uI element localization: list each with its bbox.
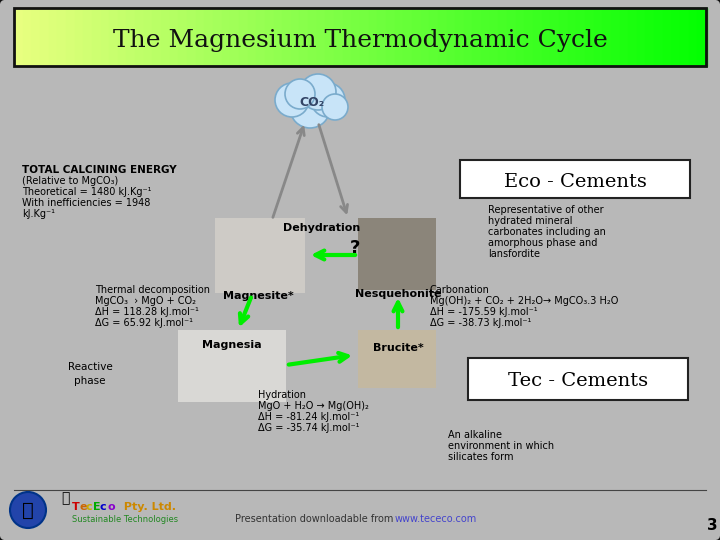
Text: c: c bbox=[100, 502, 107, 512]
Text: Nesquehonite: Nesquehonite bbox=[355, 289, 441, 299]
Bar bbox=[636, 8, 647, 66]
Bar bbox=[645, 8, 655, 66]
Bar bbox=[49, 8, 58, 66]
Text: Pty. Ltd.: Pty. Ltd. bbox=[120, 502, 176, 512]
Bar bbox=[300, 8, 309, 66]
Text: (Relative to MgCO₃): (Relative to MgCO₃) bbox=[22, 176, 118, 186]
Bar bbox=[213, 8, 222, 66]
Circle shape bbox=[285, 79, 315, 109]
Text: Brucite*: Brucite* bbox=[373, 343, 423, 353]
FancyBboxPatch shape bbox=[468, 358, 688, 400]
Text: Tec - Cements: Tec - Cements bbox=[508, 372, 648, 390]
Bar bbox=[31, 8, 41, 66]
Bar bbox=[689, 8, 698, 66]
Bar bbox=[343, 8, 352, 66]
Text: The Magnesium Thermodynamic Cycle: The Magnesium Thermodynamic Cycle bbox=[112, 29, 608, 51]
Bar bbox=[498, 8, 508, 66]
Bar bbox=[395, 8, 404, 66]
Bar bbox=[222, 8, 231, 66]
Text: 3: 3 bbox=[707, 517, 717, 532]
Text: ΔH = -175.59 kJ.mol⁻¹: ΔH = -175.59 kJ.mol⁻¹ bbox=[430, 307, 538, 317]
FancyBboxPatch shape bbox=[358, 330, 436, 388]
Bar bbox=[429, 8, 439, 66]
Bar bbox=[334, 8, 343, 66]
Text: silicates form: silicates form bbox=[448, 452, 513, 462]
Bar bbox=[446, 8, 456, 66]
Text: 🦅: 🦅 bbox=[60, 491, 69, 505]
Bar bbox=[455, 8, 465, 66]
Bar bbox=[360, 8, 369, 66]
Text: hydrated mineral: hydrated mineral bbox=[488, 216, 572, 226]
Text: amorphous phase and: amorphous phase and bbox=[488, 238, 598, 248]
Bar bbox=[585, 8, 595, 66]
Text: c: c bbox=[86, 502, 93, 512]
Bar bbox=[541, 8, 552, 66]
Bar bbox=[698, 8, 707, 66]
Bar bbox=[481, 8, 491, 66]
Bar bbox=[533, 8, 543, 66]
Bar bbox=[559, 8, 569, 66]
Bar bbox=[576, 8, 586, 66]
Bar bbox=[516, 8, 526, 66]
Circle shape bbox=[311, 83, 345, 117]
Bar bbox=[611, 8, 621, 66]
Bar bbox=[101, 8, 110, 66]
Bar bbox=[369, 8, 378, 66]
Bar bbox=[464, 8, 474, 66]
Text: With inefficiencies = 1948: With inefficiencies = 1948 bbox=[22, 198, 150, 208]
Bar bbox=[248, 8, 257, 66]
Bar bbox=[84, 8, 93, 66]
Bar bbox=[196, 8, 205, 66]
Bar bbox=[170, 8, 179, 66]
Bar bbox=[274, 8, 283, 66]
Bar bbox=[490, 8, 500, 66]
Text: Theoretical = 1480 kJ.Kg⁻¹: Theoretical = 1480 kJ.Kg⁻¹ bbox=[22, 187, 151, 197]
Text: Mg(OH)₂ + CO₂ + 2H₂O→ MgCO₃.3 H₂O: Mg(OH)₂ + CO₂ + 2H₂O→ MgCO₃.3 H₂O bbox=[430, 296, 618, 306]
Bar bbox=[14, 8, 24, 66]
Bar bbox=[92, 8, 102, 66]
Circle shape bbox=[290, 88, 330, 128]
Text: e: e bbox=[79, 502, 86, 512]
FancyBboxPatch shape bbox=[358, 218, 436, 290]
Text: 🌏: 🌏 bbox=[22, 501, 34, 519]
Text: Thermal decomposition: Thermal decomposition bbox=[95, 285, 210, 295]
Bar bbox=[161, 8, 171, 66]
Text: Magnesia: Magnesia bbox=[202, 340, 262, 350]
Text: ΔH = -81.24 kJ.mol⁻¹: ΔH = -81.24 kJ.mol⁻¹ bbox=[258, 412, 359, 422]
Bar bbox=[351, 8, 361, 66]
Bar bbox=[550, 8, 560, 66]
Text: kJ.Kg⁻¹: kJ.Kg⁻¹ bbox=[22, 209, 55, 219]
Bar bbox=[239, 8, 248, 66]
Text: environment in which: environment in which bbox=[448, 441, 554, 451]
Text: Presentation downloadable from: Presentation downloadable from bbox=[235, 514, 393, 524]
Bar bbox=[671, 8, 681, 66]
Bar bbox=[291, 8, 300, 66]
Bar bbox=[619, 8, 629, 66]
Bar bbox=[308, 8, 318, 66]
Circle shape bbox=[322, 94, 348, 120]
Bar bbox=[118, 8, 127, 66]
Text: An alkaline: An alkaline bbox=[448, 430, 502, 440]
Circle shape bbox=[275, 83, 309, 117]
Text: ΔG = -38.73 kJ.mol⁻¹: ΔG = -38.73 kJ.mol⁻¹ bbox=[430, 318, 531, 328]
Bar bbox=[135, 8, 145, 66]
Bar bbox=[325, 8, 335, 66]
Text: ?: ? bbox=[350, 239, 360, 257]
Bar bbox=[412, 8, 421, 66]
Bar bbox=[662, 8, 672, 66]
Bar bbox=[265, 8, 274, 66]
Text: Sustainable Technologies: Sustainable Technologies bbox=[72, 515, 178, 523]
Text: Magnesite*: Magnesite* bbox=[222, 291, 293, 301]
Bar bbox=[22, 8, 32, 66]
Text: MgO + H₂O → Mg(OH)₂: MgO + H₂O → Mg(OH)₂ bbox=[258, 401, 369, 411]
FancyBboxPatch shape bbox=[460, 160, 690, 198]
Bar bbox=[127, 8, 136, 66]
Circle shape bbox=[300, 74, 336, 110]
Text: E: E bbox=[93, 502, 101, 512]
Bar bbox=[153, 8, 162, 66]
Text: Representative of other: Representative of other bbox=[488, 205, 603, 215]
Bar bbox=[144, 8, 153, 66]
Bar bbox=[109, 8, 119, 66]
Text: Reactive
phase: Reactive phase bbox=[68, 362, 112, 386]
